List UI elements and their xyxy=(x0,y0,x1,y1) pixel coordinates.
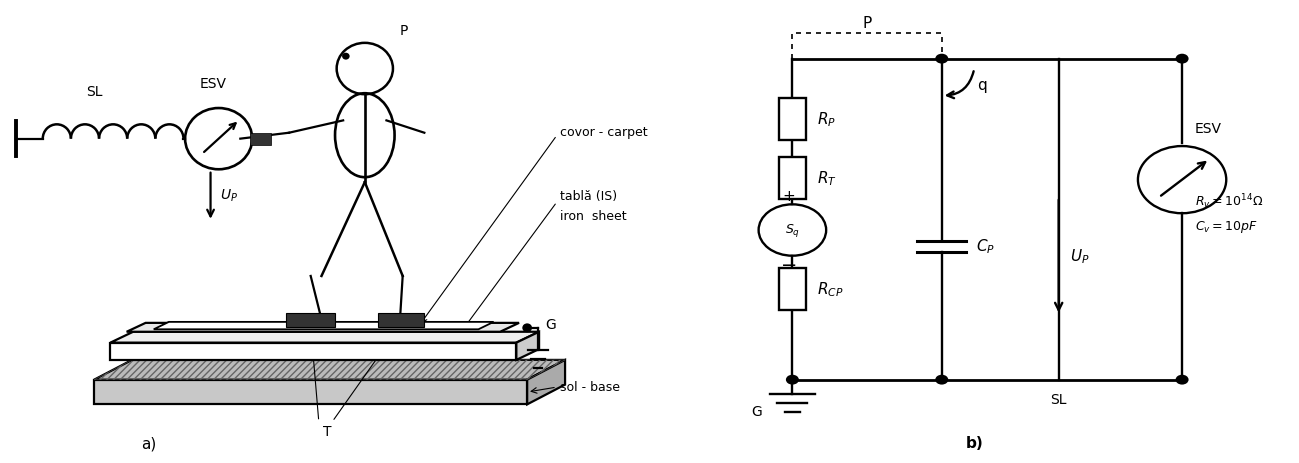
Text: $U_P$: $U_P$ xyxy=(221,188,238,204)
Text: T: T xyxy=(322,425,331,438)
Polygon shape xyxy=(127,323,520,332)
Circle shape xyxy=(935,54,948,63)
Text: $C_P$: $C_P$ xyxy=(976,237,995,256)
Polygon shape xyxy=(778,98,805,140)
Text: $R_v=10^{14}\Omega$: $R_v=10^{14}\Omega$ xyxy=(1195,193,1263,211)
Text: tablă (IS): tablă (IS) xyxy=(560,190,617,203)
Polygon shape xyxy=(249,133,271,144)
Polygon shape xyxy=(153,322,494,329)
Text: G: G xyxy=(751,405,763,419)
Text: b): b) xyxy=(965,436,983,451)
Text: $S_q$: $S_q$ xyxy=(785,221,800,238)
Polygon shape xyxy=(286,313,335,327)
Text: $C_v=10pF$: $C_v=10pF$ xyxy=(1195,219,1257,235)
Circle shape xyxy=(1176,375,1189,385)
Polygon shape xyxy=(378,313,425,327)
Polygon shape xyxy=(94,380,527,404)
Text: q: q xyxy=(977,78,987,94)
Text: $U_P$: $U_P$ xyxy=(1070,247,1090,266)
Text: ESV: ESV xyxy=(1195,122,1222,136)
Polygon shape xyxy=(110,343,516,360)
Polygon shape xyxy=(110,332,539,343)
Text: −: − xyxy=(781,256,798,275)
Text: ESV: ESV xyxy=(200,77,227,91)
Text: covor - carpet: covor - carpet xyxy=(560,126,647,139)
Polygon shape xyxy=(94,360,565,380)
Text: P: P xyxy=(863,16,872,31)
Text: sol - base: sol - base xyxy=(560,381,620,394)
Text: a): a) xyxy=(140,436,156,451)
Text: P: P xyxy=(400,24,408,38)
Text: SL: SL xyxy=(86,85,103,99)
Circle shape xyxy=(786,375,799,385)
Polygon shape xyxy=(778,268,805,310)
Polygon shape xyxy=(516,332,539,360)
Polygon shape xyxy=(778,157,805,200)
Polygon shape xyxy=(527,360,565,404)
Circle shape xyxy=(522,323,533,332)
Text: SL: SL xyxy=(1051,394,1066,407)
Text: $R_{CP}$: $R_{CP}$ xyxy=(817,280,843,299)
Text: G: G xyxy=(546,319,556,332)
Circle shape xyxy=(1176,54,1189,63)
Circle shape xyxy=(935,375,948,385)
Text: $R_P$: $R_P$ xyxy=(817,110,837,129)
Text: +: + xyxy=(783,189,795,205)
Text: $R_T$: $R_T$ xyxy=(817,169,837,188)
Circle shape xyxy=(342,53,349,60)
Text: iron  sheet: iron sheet xyxy=(560,210,626,223)
